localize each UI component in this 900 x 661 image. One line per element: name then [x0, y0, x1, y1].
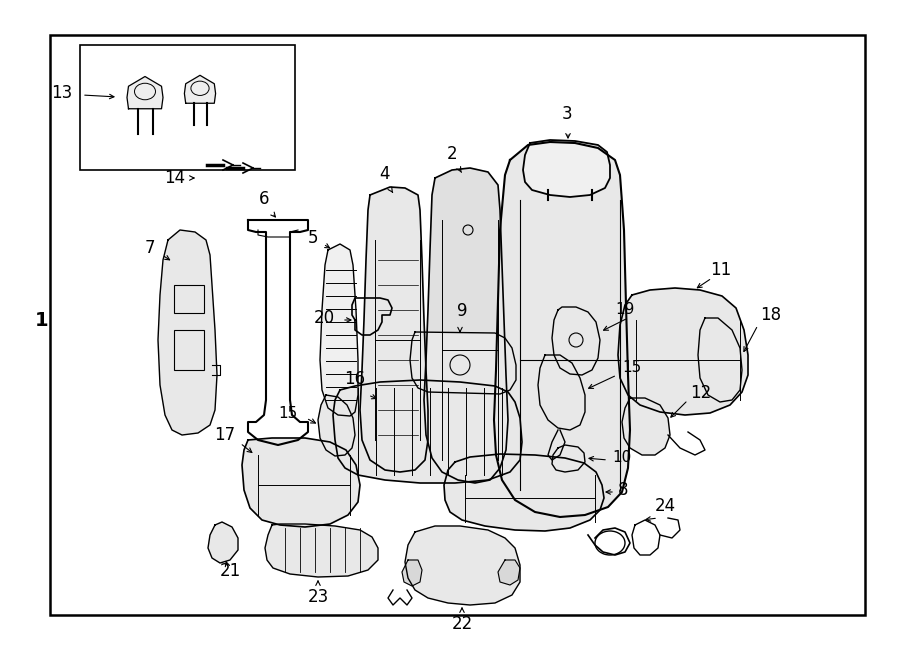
Text: 18: 18	[760, 306, 781, 324]
Text: 15: 15	[279, 405, 298, 420]
Polygon shape	[498, 560, 520, 585]
Polygon shape	[405, 526, 520, 605]
Polygon shape	[265, 524, 378, 577]
Text: 4: 4	[380, 165, 391, 183]
Text: 7: 7	[145, 239, 155, 257]
Polygon shape	[538, 355, 585, 430]
Polygon shape	[402, 560, 422, 586]
Bar	[174, 330, 204, 370]
Bar	[80, 45, 295, 170]
Polygon shape	[158, 230, 217, 435]
Polygon shape	[333, 380, 522, 483]
Text: 17: 17	[214, 426, 235, 444]
Polygon shape	[242, 438, 360, 527]
Text: 21: 21	[220, 562, 240, 580]
Polygon shape	[552, 307, 600, 375]
Polygon shape	[523, 140, 610, 197]
Text: 20: 20	[314, 309, 335, 327]
Text: 24: 24	[654, 497, 676, 515]
Bar	[50, 35, 865, 615]
Text: 12: 12	[690, 384, 711, 402]
Polygon shape	[552, 445, 585, 472]
Text: 11: 11	[710, 261, 731, 279]
Text: 15: 15	[622, 360, 641, 375]
Text: 9: 9	[456, 302, 467, 320]
Polygon shape	[698, 318, 742, 402]
Text: 10: 10	[612, 449, 631, 465]
Text: 23: 23	[308, 588, 328, 606]
Polygon shape	[360, 187, 428, 472]
Polygon shape	[320, 244, 358, 416]
Bar	[174, 285, 204, 313]
Text: 13: 13	[50, 84, 72, 102]
Polygon shape	[444, 454, 604, 531]
Polygon shape	[127, 77, 163, 109]
Text: 8: 8	[618, 481, 628, 499]
Text: 2: 2	[446, 145, 457, 163]
Text: 19: 19	[616, 303, 635, 317]
Polygon shape	[410, 332, 516, 394]
Polygon shape	[424, 168, 508, 483]
Text: 6: 6	[259, 190, 269, 208]
Text: 14: 14	[164, 169, 185, 187]
Text: 1: 1	[35, 311, 49, 329]
Polygon shape	[184, 75, 216, 103]
Polygon shape	[622, 398, 670, 455]
Text: 16: 16	[344, 370, 365, 388]
Polygon shape	[494, 142, 630, 517]
Polygon shape	[318, 395, 355, 456]
Text: 5: 5	[308, 229, 318, 247]
Text: 3: 3	[562, 105, 572, 123]
Text: 22: 22	[452, 615, 472, 633]
Polygon shape	[208, 522, 238, 563]
Polygon shape	[618, 288, 748, 415]
